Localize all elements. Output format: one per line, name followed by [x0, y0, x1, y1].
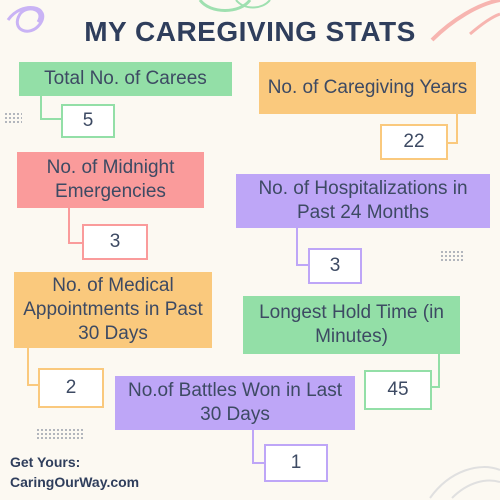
stat-value-hospitalizations: 3 — [308, 248, 362, 284]
footer-cta: Get Yours: — [10, 454, 81, 470]
stat-value-longest-hold-time: 45 — [364, 370, 432, 410]
stat-value-midnight-emergencies: 3 — [82, 224, 148, 260]
stat-label-total-carees: Total No. of Carees — [19, 62, 232, 96]
connector-line — [296, 226, 310, 266]
dot-pattern — [440, 250, 464, 262]
dot-pattern — [4, 112, 22, 124]
dot-pattern — [36, 428, 84, 440]
stat-label-battles-won: No.of Battles Won in Last 30 Days — [115, 376, 355, 430]
footer-website-link[interactable]: CaringOurWay.com — [10, 474, 140, 490]
stat-label-longest-hold-time: Longest Hold Time (in Minutes) — [243, 296, 460, 354]
footer: Get Yours: CaringOurWay.com — [10, 452, 139, 492]
page-title: MY CAREGIVING STATS — [84, 16, 416, 47]
stat-label-hospitalizations: No. of Hospitalizations in Past 24 Month… — [236, 174, 490, 228]
stat-label-midnight-emergencies: No. of Midnight Emergencies — [17, 152, 204, 208]
connector-line — [27, 346, 41, 386]
connector-line — [40, 94, 62, 120]
stat-value-caregiving-years: 22 — [380, 124, 448, 160]
stat-value-total-carees: 5 — [61, 104, 115, 138]
stat-label-caregiving-years: No. of Caregiving Years — [259, 62, 476, 114]
stat-value-medical-appointments: 2 — [38, 368, 104, 408]
connector-line — [252, 428, 266, 464]
stat-value-battles-won: 1 — [264, 444, 328, 482]
connector-line — [68, 206, 84, 244]
stat-label-medical-appointments: No. of Medical Appointments in Past 30 D… — [14, 272, 212, 348]
